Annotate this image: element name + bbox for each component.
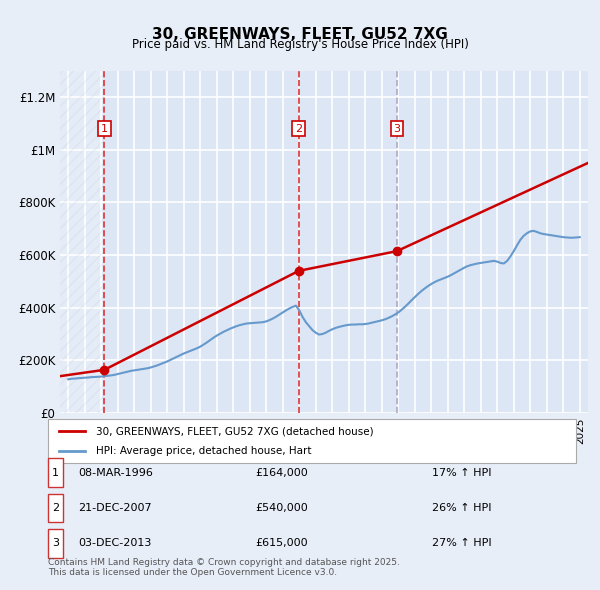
FancyBboxPatch shape [48, 419, 576, 463]
Text: £615,000: £615,000 [256, 539, 308, 548]
Text: 2: 2 [295, 124, 302, 134]
Text: 08-MAR-1996: 08-MAR-1996 [78, 468, 153, 477]
Text: 1: 1 [52, 468, 59, 477]
Text: 03-DEC-2013: 03-DEC-2013 [78, 539, 151, 548]
Text: 3: 3 [52, 539, 59, 548]
Text: 21-DEC-2007: 21-DEC-2007 [78, 503, 152, 513]
Text: 17% ↑ HPI: 17% ↑ HPI [432, 468, 491, 477]
Text: £540,000: £540,000 [256, 503, 308, 513]
Text: Price paid vs. HM Land Registry's House Price Index (HPI): Price paid vs. HM Land Registry's House … [131, 38, 469, 51]
Text: 30, GREENWAYS, FLEET, GU52 7XG (detached house): 30, GREENWAYS, FLEET, GU52 7XG (detached… [95, 427, 373, 436]
Text: HPI: Average price, detached house, Hart: HPI: Average price, detached house, Hart [95, 446, 311, 455]
Text: 26% ↑ HPI: 26% ↑ HPI [432, 503, 491, 513]
Text: 1: 1 [101, 124, 108, 134]
Bar [60, 71, 104, 413]
Text: £164,000: £164,000 [256, 468, 308, 477]
Text: 3: 3 [394, 124, 400, 134]
Text: 2: 2 [52, 503, 59, 513]
Text: 30, GREENWAYS, FLEET, GU52 7XG: 30, GREENWAYS, FLEET, GU52 7XG [152, 27, 448, 41]
Text: Contains HM Land Registry data © Crown copyright and database right 2025.
This d: Contains HM Land Registry data © Crown c… [48, 558, 400, 577]
Text: 27% ↑ HPI: 27% ↑ HPI [432, 539, 491, 548]
